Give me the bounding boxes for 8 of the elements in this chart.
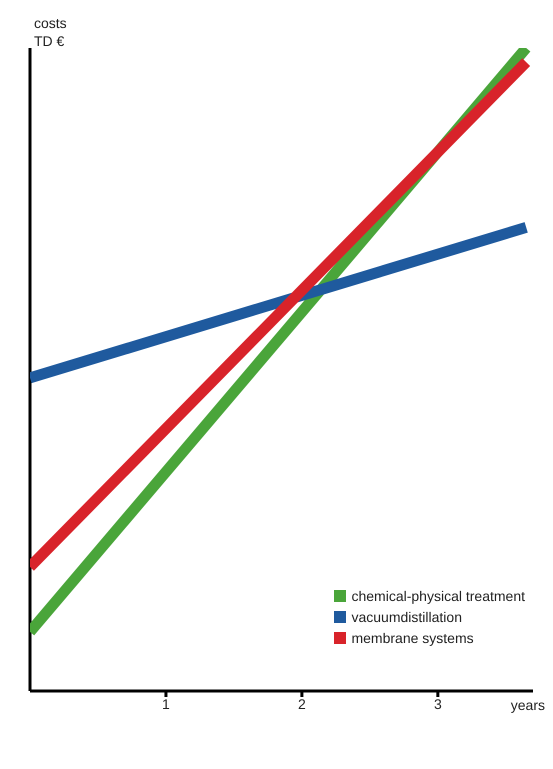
x-axis-title: years xyxy=(510,697,545,713)
y-axis-title: costs TD € xyxy=(34,14,68,50)
x-tick-label: 2 xyxy=(298,696,306,712)
x-tick-label: 3 xyxy=(434,696,442,712)
legend-label: membrane systems xyxy=(351,630,474,646)
legend-label: vacuumdistillation xyxy=(351,609,462,625)
x-tick-label: 1 xyxy=(162,696,170,712)
legend-label: chemical-physical treatment xyxy=(351,588,525,604)
